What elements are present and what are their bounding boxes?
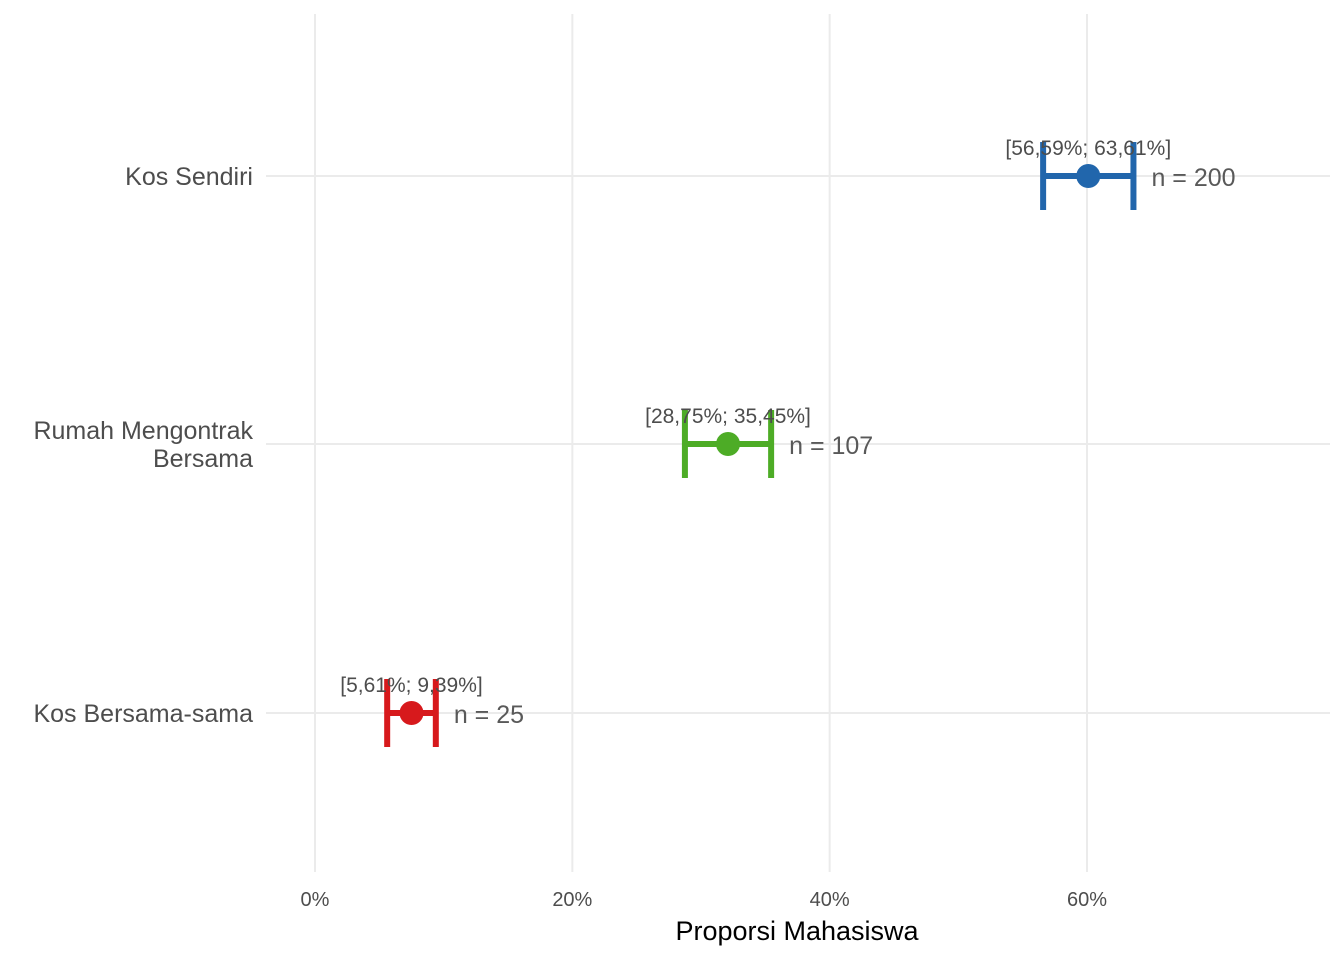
errorbar-group: [5,61%; 9,39%] n = 25 [340, 674, 524, 747]
x-axis-title: Proporsi Mahasiswa [675, 916, 919, 946]
category-axis-labels: Kos Sendiri Rumah Mengontrak Bersama Kos Be… [33, 163, 253, 728]
errorbar-group: [56,59%; 63,61%] n = 200 [1005, 137, 1236, 210]
grid-layer [266, 14, 1330, 872]
n-label: n = 200 [1151, 164, 1235, 192]
estimate-point [716, 432, 741, 456]
x-axis-tick-labels: 0% 20% 40% 60% [301, 889, 1108, 911]
ci-label: [5,61%; 9,39%] [340, 674, 482, 697]
category-label: Rumah Mengontrak Bersama [33, 417, 253, 473]
x-tick-label: 60% [1067, 889, 1107, 911]
ci-label: [56,59%; 63,61%] [1005, 137, 1171, 160]
data-marks: [56,59%; 63,61%] n = 200 [28,75%; 35,45%] n… [340, 137, 1236, 747]
estimate-point [399, 701, 424, 725]
estimate-point [1076, 164, 1101, 188]
ci-label: [28,75%; 35,45%] [645, 405, 811, 428]
x-tick-label: 40% [810, 889, 850, 911]
x-tick-label: 20% [552, 889, 592, 911]
category-label: Kos Bersama-sama [33, 700, 253, 728]
x-tick-label: 0% [301, 889, 330, 911]
n-label: n = 107 [789, 432, 873, 460]
category-label: Kos Sendiri [125, 163, 253, 191]
errorbar-group: [28,75%; 35,45%] n = 107 [645, 405, 873, 478]
n-label: n = 25 [454, 701, 524, 729]
